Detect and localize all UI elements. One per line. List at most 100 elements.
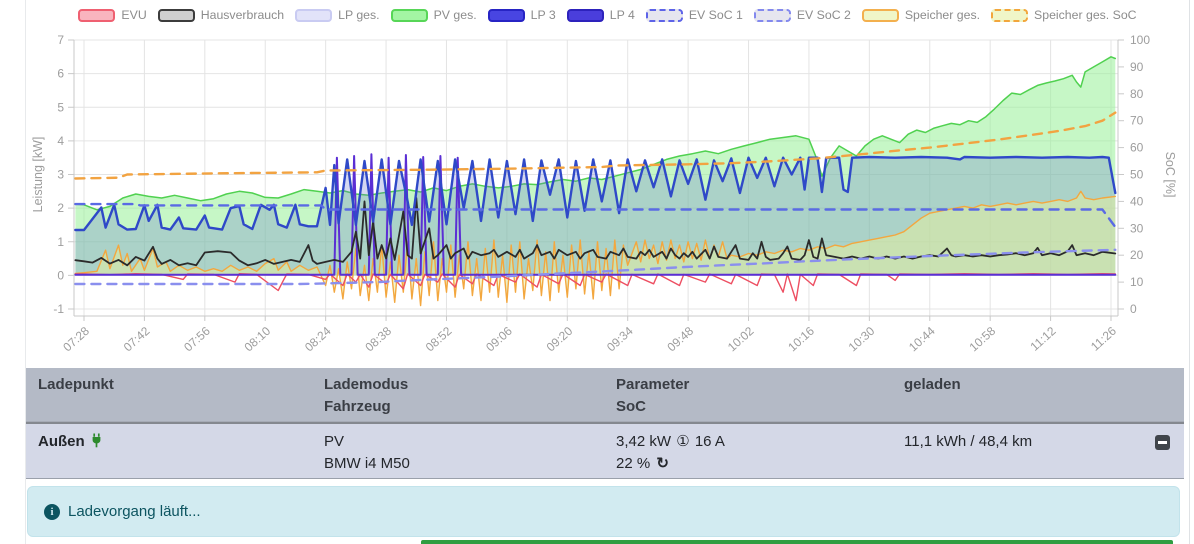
- phase-count-icon: ①: [676, 433, 690, 450]
- svg-text:4: 4: [57, 134, 64, 148]
- svg-text:40: 40: [1130, 194, 1144, 208]
- series-speicher-soc: [74, 111, 1117, 180]
- legend-label: EVU: [121, 8, 147, 22]
- svg-text:09:34: 09:34: [604, 324, 636, 355]
- charge-parameters: 3,42 kW ① 16 A: [616, 431, 892, 453]
- legend-swatch: [295, 8, 333, 22]
- legend-item-speicher-ges-[interactable]: Speicher ges.: [861, 8, 981, 22]
- legend-item-evu[interactable]: EVU: [78, 8, 147, 22]
- svg-text:70: 70: [1130, 114, 1144, 128]
- charged-amount: 11,1 kWh / 48,4 km: [904, 433, 1033, 450]
- plug-icon: [90, 433, 103, 455]
- legend-item-ev-soc-1[interactable]: EV SoC 1: [645, 8, 743, 22]
- chargepoint-name: Außen: [38, 433, 85, 450]
- svg-text:11:12: 11:12: [1028, 324, 1059, 354]
- soc-refresh-icon[interactable]: ↻: [656, 455, 669, 472]
- legend-swatch: [645, 8, 683, 22]
- collapse-row-button[interactable]: [1155, 435, 1170, 450]
- y-right-axis-title: SoC [%]: [1163, 152, 1177, 198]
- status-text: Ladevorgang läuft...: [68, 503, 201, 520]
- legend-label: LP 3: [530, 8, 556, 22]
- svg-text:09:06: 09:06: [483, 324, 515, 355]
- svg-text:10:02: 10:02: [725, 324, 757, 355]
- chargepoint-row[interactable]: Außen PV BMW i4 M50 3,42 kW ① 16 A 22 % …: [26, 422, 1184, 479]
- svg-text:0: 0: [1130, 302, 1137, 316]
- chargepoint-name-cell: Außen: [26, 424, 312, 478]
- svg-text:08:52: 08:52: [423, 324, 455, 355]
- legend-label: Speicher ges.: [904, 8, 981, 22]
- col-header-ladepunkt: Ladepunkt: [38, 376, 114, 393]
- vehicle-name: BMW i4 M50: [324, 455, 410, 472]
- svg-text:07:42: 07:42: [121, 324, 153, 355]
- svg-text:11:26: 11:26: [1088, 324, 1119, 354]
- svg-text:30: 30: [1130, 221, 1144, 235]
- svg-text:10:44: 10:44: [906, 324, 938, 355]
- vehicle-soc: 22 % ↻: [616, 453, 892, 475]
- legend-item-lp-3[interactable]: LP 3: [487, 8, 556, 22]
- svg-text:2: 2: [57, 201, 64, 215]
- chart-series: [74, 56, 1117, 307]
- svg-text:60: 60: [1130, 141, 1144, 155]
- y-left-axis-title: Leistung [kW]: [31, 137, 45, 213]
- svg-text:80: 80: [1130, 87, 1144, 101]
- svg-text:0: 0: [57, 268, 64, 282]
- legend-swatch: [861, 8, 899, 22]
- legend-item-ev-soc-2[interactable]: EV SoC 2: [753, 8, 851, 22]
- legend-swatch: [753, 8, 791, 22]
- svg-text:50: 50: [1130, 168, 1144, 182]
- legend-item-lp-ges-[interactable]: LP ges.: [295, 8, 380, 22]
- mode-vehicle-cell: PV BMW i4 M50: [312, 424, 604, 478]
- parameter-soc-cell: 3,42 kW ① 16 A 22 % ↻: [604, 424, 892, 478]
- legend-label: Speicher ges. SoC: [1034, 8, 1137, 22]
- legend-item-hausverbrauch[interactable]: Hausverbrauch: [157, 8, 284, 22]
- svg-text:3: 3: [57, 168, 64, 182]
- svg-text:09:20: 09:20: [544, 324, 576, 355]
- legend-label: LP 4: [609, 8, 635, 22]
- chargepoint-table: Ladepunkt Lademodus Fahrzeug Parameter S…: [26, 368, 1184, 479]
- svg-text:7: 7: [57, 33, 64, 47]
- svg-text:08:10: 08:10: [242, 324, 274, 355]
- legend-swatch: [78, 8, 116, 22]
- bottom-cropped-green-panel[interactable]: [421, 540, 1173, 544]
- legend-swatch: [157, 8, 195, 22]
- svg-text:5: 5: [57, 100, 64, 114]
- legend-item-speicher-ges-soc[interactable]: Speicher ges. SoC: [991, 8, 1137, 22]
- dashboard-card: EVU Hausverbrauch LP ges. PV ges. LP 3 LP 4 EV…: [25, 0, 1190, 544]
- svg-text:10:58: 10:58: [966, 324, 998, 355]
- series-speicher: [74, 190, 1116, 307]
- legend-swatch: [390, 8, 428, 22]
- minus-icon: [1158, 441, 1167, 444]
- svg-text:08:38: 08:38: [362, 324, 394, 355]
- legend-label: PV ges.: [433, 8, 477, 22]
- legend-label: EV SoC 2: [796, 8, 851, 22]
- col-header-lademodus-fahrzeug: Lademodus Fahrzeug: [324, 376, 409, 415]
- table-header-row: Ladepunkt Lademodus Fahrzeug Parameter S…: [26, 368, 1184, 422]
- legend-label: LP ges.: [338, 8, 380, 22]
- svg-text:1: 1: [57, 235, 64, 249]
- chart-legend: EVU Hausverbrauch LP ges. PV ges. LP 3 LP 4 EV…: [26, 8, 1189, 22]
- legend-item-pv-ges-[interactable]: PV ges.: [390, 8, 477, 22]
- series-lp4: [74, 153, 1117, 276]
- series-ev-soc-1: [74, 202, 1117, 229]
- info-icon: i: [44, 503, 60, 520]
- soc-value: 22 %: [616, 455, 651, 472]
- svg-text:07:28: 07:28: [60, 324, 92, 355]
- svg-text:20: 20: [1130, 248, 1144, 262]
- svg-text:08:24: 08:24: [302, 324, 334, 355]
- svg-text:07:56: 07:56: [181, 324, 213, 355]
- legend-swatch: [991, 8, 1029, 22]
- svg-text:90: 90: [1130, 60, 1144, 74]
- col-header-geladen: geladen: [904, 376, 961, 393]
- svg-text:100: 100: [1130, 33, 1150, 47]
- svg-text:10:16: 10:16: [785, 324, 817, 355]
- col-header-parameter-soc: Parameter SoC: [616, 376, 690, 415]
- series-area-speicher: [75, 191, 1116, 306]
- charge-current: 16 A: [694, 433, 725, 450]
- legend-label: EV SoC 1: [688, 8, 743, 22]
- legend-item-lp-4[interactable]: LP 4: [566, 8, 635, 22]
- svg-text:09:48: 09:48: [664, 324, 696, 355]
- svg-text:10: 10: [1130, 275, 1144, 289]
- svg-text:10:30: 10:30: [846, 324, 878, 355]
- svg-text:6: 6: [57, 67, 64, 81]
